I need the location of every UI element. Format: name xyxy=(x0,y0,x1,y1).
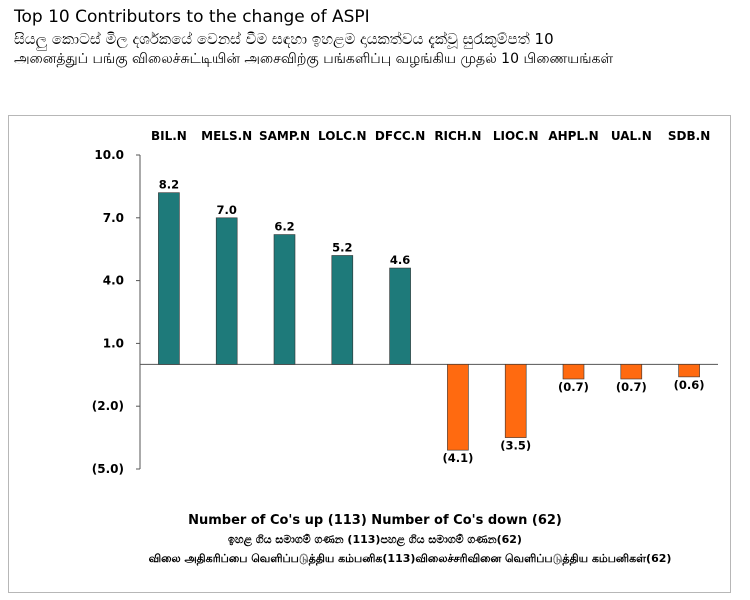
value-label: 7.0 xyxy=(217,203,237,217)
bar-bil-n xyxy=(158,192,180,365)
y-tick-label: 4.0 xyxy=(103,274,124,288)
bar-ual-n xyxy=(620,364,643,380)
y-tick-label: 7.0 xyxy=(103,211,124,225)
bar-rich-n xyxy=(447,364,469,451)
bar-lioc-n xyxy=(504,364,527,438)
value-label: 8.2 xyxy=(159,178,179,192)
bar-sdb-n xyxy=(678,364,700,378)
companies-up-down-tamil: விலை அதிகரிப்பை வெளிப்படுத்திய கம்பனிக(1… xyxy=(148,552,672,565)
value-label: 4.6 xyxy=(390,253,410,267)
bar-lolc-n xyxy=(331,255,354,365)
chart-title-tamil: அனைத்துப் பங்கு விலைச்சுட்டியின் அசைவிற்… xyxy=(14,51,614,67)
bar-ahpl-n xyxy=(562,364,585,380)
category-label: UAL.N xyxy=(611,129,652,143)
companies-up-down-sinhala: ඉහළ ගිය සමාගම් ගණන (113)පහළ ගිය සමාගම් ග… xyxy=(228,533,522,546)
value-label: 6.2 xyxy=(274,220,294,234)
chart-titles: Top 10 Contributors to the change of ASP… xyxy=(14,6,740,68)
chart-frame xyxy=(8,115,731,593)
value-label: 5.2 xyxy=(332,240,352,254)
y-tick-label: 10.0 xyxy=(94,148,124,162)
value-label: (3.5) xyxy=(500,439,531,453)
y-tick-label: 1.0 xyxy=(103,336,124,350)
category-label: LOLC.N xyxy=(318,129,366,143)
chart-title-english: Top 10 Contributors to the change of ASP… xyxy=(14,7,370,27)
bar-samp-n xyxy=(273,234,296,365)
y-tick-label: (5.0) xyxy=(92,462,124,476)
value-label: (4.1) xyxy=(442,451,473,465)
category-label: LIOC.N xyxy=(493,129,539,143)
category-label: SAMP.N xyxy=(259,129,310,143)
y-tick-label: (2.0) xyxy=(92,399,124,413)
value-label: (0.7) xyxy=(558,380,589,394)
category-label: AHPL.N xyxy=(548,129,598,143)
value-label: (0.7) xyxy=(616,380,647,394)
bar-dfcc-n xyxy=(389,267,411,365)
category-label: SDB.N xyxy=(668,129,710,143)
category-label: DFCC.N xyxy=(375,129,425,143)
bar-mels-n xyxy=(215,217,238,365)
value-label: (0.6) xyxy=(674,378,705,392)
chart-title-sinhala: සියලු කොටස් මිල දර්ශකයේ වෙනස් වීම සඳහා ඉ… xyxy=(14,30,554,48)
category-label: MELS.N xyxy=(201,129,252,143)
companies-up-down-english: Number of Co's up (113) Number of Co's d… xyxy=(188,513,562,528)
category-label: BIL.N xyxy=(151,129,187,143)
category-label: RICH.N xyxy=(434,129,481,143)
